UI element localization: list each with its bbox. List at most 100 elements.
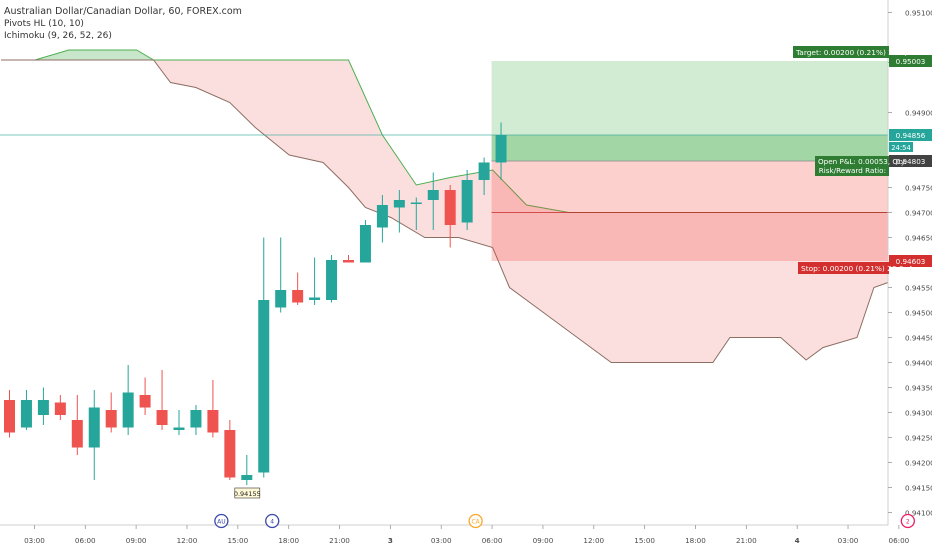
candle-up[interactable] [478,162,490,181]
event-marker-icon[interactable] [900,513,915,529]
candle-up[interactable] [376,205,388,228]
event-marker-icon[interactable] [265,513,280,529]
candle-up[interactable] [20,400,32,428]
x-tick-label: 03:00 [838,536,859,545]
time-axis: 03:00 06:00 09:00 12:00 15:00 18:00 21:00 3 03:0… [0,524,932,550]
candle-down[interactable] [54,402,66,416]
entry-price-tag-bg [889,155,932,167]
y-tick-label: 0.94900 [905,109,932,118]
x-tick-label: 3 [388,536,393,545]
candle-up[interactable] [173,427,185,431]
x-tick-label: 03:00 [24,536,45,545]
event-marker-label: AU [217,519,226,526]
candle-up[interactable] [495,135,507,163]
pivot-low-label: 0.94155 [234,490,261,498]
candle-up[interactable] [190,410,202,428]
y-tick-label: 0.94650 [905,234,932,243]
symbol-title[interactable]: Australian Dollar/Canadian Dollar, 60, F… [4,6,242,17]
y-tick-label: 0.95100 [905,9,932,18]
x-tick-label: 06:00 [75,536,96,545]
target-label: Target: 0.00200 (0.21%) 20.0, A [795,48,914,57]
indicator-ichimoku-label[interactable]: Ichimoku (9, 26, 52, 26) [4,31,112,41]
candle-up[interactable] [241,475,253,480]
event-markers: AU 4 CA 2 [214,513,915,529]
candle-down[interactable] [224,430,236,478]
event-marker-label: 4 [270,519,274,526]
y-tick-label: 0.94750 [905,184,932,193]
y-tick-label: 0.94500 [905,309,932,318]
y-tick-label: 0.94100 [905,509,932,518]
candle-down[interactable] [292,290,304,303]
target-zone[interactable] [491,61,888,161]
y-tick-label: 0.94450 [905,334,932,343]
event-marker-label: 2 [906,519,910,526]
candle-up[interactable] [427,190,439,200]
cloud-bull-fill [34,50,154,60]
x-tick-label: 12:00 [583,536,604,545]
pivot-low-box [234,487,261,499]
x-tick-label: 21:00 [329,536,350,545]
x-tick-label: 15:00 [634,536,655,545]
y-tick-label: 0.94150 [905,484,932,493]
candle-down[interactable] [105,410,117,428]
price-axis-bg [888,0,932,550]
price-labels: 0.94155 0.95003 0.94856 24:54 0.94803 0.94603… [234,46,932,499]
candle-up[interactable] [393,200,405,208]
pnl-label-line1: Open P&L: 0.00053, Qty: [818,157,907,166]
candle-down[interactable] [71,420,83,448]
candle-up[interactable] [410,202,422,205]
time-axis-bg [0,525,932,550]
y-tick-label: 0.94350 [905,384,932,393]
x-tick-label: 12:00 [177,536,198,545]
candle-up[interactable] [461,180,473,223]
candle-up[interactable] [326,260,338,300]
candle-down[interactable] [343,260,354,263]
event-marker-icon[interactable] [214,513,229,529]
candle-up[interactable] [88,407,100,448]
y-tick-label: 0.94250 [905,434,932,443]
candle-down[interactable] [207,410,219,433]
price-axis: 0.951000.950000.949000.948000.947500.947… [887,0,932,550]
x-tick-label: 06:00 [889,536,910,545]
stop-zone[interactable] [491,161,888,261]
candles [4,122,507,485]
y-tick-label: 0.94550 [905,284,932,293]
candle-down[interactable] [444,190,456,225]
candle-up[interactable] [309,297,321,301]
x-tick-label: 09:00 [533,536,554,545]
x-tick-label: 03:00 [431,536,452,545]
cloud-fill [1,50,917,363]
stop-price-tag: 0.94603 [896,257,926,266]
y-tick-label: 0.94300 [905,409,932,418]
y-tick-label: 0.94400 [905,359,932,368]
x-tick-label: 15:00 [227,536,248,545]
candle-up[interactable] [37,400,49,415]
pnl-label-line2: Risk/Reward Ratio: [819,166,886,175]
countdown-label: 24:54 [891,144,911,152]
candle-down[interactable] [139,395,151,408]
candle-up[interactable] [275,290,287,308]
y-tick-label: 0.94700 [905,209,932,218]
indicator-pivots-label[interactable]: Pivots HL (10, 10) [4,19,84,29]
x-tick-label: 4 [795,536,800,545]
last-price-tag: 0.94856 [896,131,926,140]
x-tick-label: 09:00 [126,536,147,545]
senkou-span-b-line [1,59,917,363]
last-price-tag-bg [889,129,932,141]
candle-up[interactable] [122,392,134,428]
candle-down[interactable] [4,400,15,433]
event-marker-icon[interactable] [468,513,483,529]
stop-price-tag-bg [889,255,932,267]
pnl-label-bg [815,156,889,176]
event-marker-label: CA [471,519,480,526]
candle-up[interactable] [258,300,270,473]
stop-label-bg [798,262,889,274]
candle-up[interactable] [359,225,371,263]
entry-price-tag: 0.94803 [896,157,926,166]
target-price-tag: 0.95003 [896,57,926,66]
y-tick-label: 0.94200 [905,459,932,468]
x-tick-label: 18:00 [278,536,299,545]
candle-down[interactable] [156,410,168,425]
